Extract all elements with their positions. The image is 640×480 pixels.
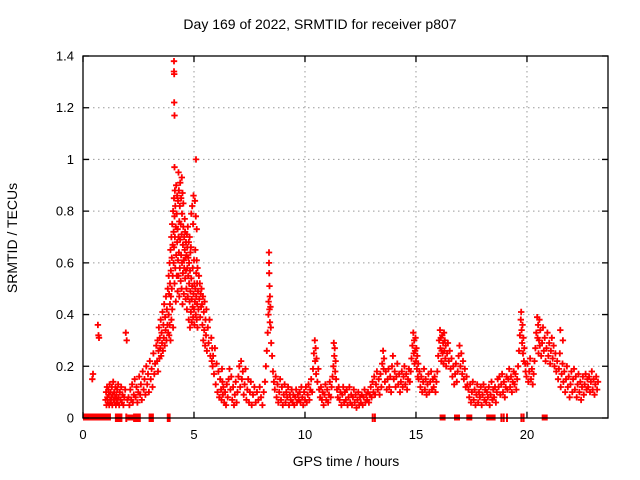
x-axis-label: GPS time / hours (292, 453, 400, 469)
y-tick-label: 0.8 (56, 204, 74, 219)
axis-tick-marks (82, 55, 608, 419)
x-tick-label: 5 (190, 427, 197, 442)
x-tick-label: 20 (520, 427, 534, 442)
y-tick-label: 0 (67, 411, 74, 426)
y-tick-label: 0.6 (56, 255, 74, 270)
x-tick-label: 0 (79, 427, 86, 442)
x-tick-label: 15 (409, 427, 423, 442)
x-tick-label: 10 (298, 427, 312, 442)
y-axis-label: SRMTID / TECUs (4, 182, 20, 294)
y-tick-label: 0.4 (56, 307, 74, 322)
y-tick-label: 1.4 (56, 49, 74, 64)
y-tick-label: 1 (67, 152, 74, 167)
zero-run-bar (83, 413, 111, 421)
plot-border (82, 55, 609, 419)
scatter-points (89, 58, 602, 411)
chart-title: Day 169 of 2022, SRMTID for receiver p80… (183, 16, 457, 32)
y-tick-label: 1.2 (56, 100, 74, 115)
y-tick-label: 0.2 (56, 359, 74, 374)
